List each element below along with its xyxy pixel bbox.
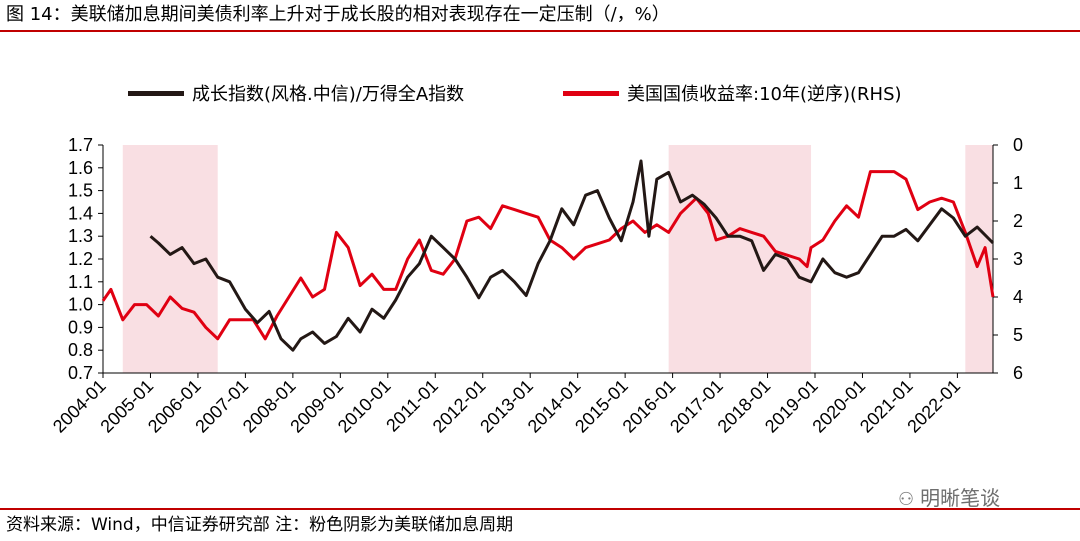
- y-right-tick-label-5: 5: [1013, 325, 1023, 345]
- watermark: ⚇ 明晰笔谈: [898, 482, 1000, 511]
- legend-item-yield: 美国国债收益率:10年(逆序)(RHS): [563, 84, 902, 106]
- source-note: 资料来源：Wind，中信证券研究部 注：粉色阴影为美联储加息周期: [6, 515, 514, 535]
- watermark-text: 明晰笔谈: [920, 486, 1001, 510]
- series-line-growth-ratio: [149, 159, 995, 352]
- y-left-tick-label-10: 0.7: [68, 363, 93, 383]
- y-left-tick-label-2: 1.5: [68, 181, 93, 201]
- y-left-tick-label-7: 1.0: [68, 295, 93, 315]
- y-left-tick-label-6: 1.1: [68, 272, 93, 292]
- y-right-tick-label-4: 4: [1013, 287, 1023, 307]
- y-left-tick-label-8: 0.9: [68, 317, 93, 337]
- y-left-tick-label-4: 1.3: [68, 226, 93, 246]
- header-rule: [0, 30, 1080, 32]
- legend-swatch-yield: [563, 90, 619, 96]
- y-right-tick-label-1: 1: [1013, 173, 1023, 193]
- y-right-tick-label-6: 6: [1013, 363, 1023, 383]
- y-right-tick-label-3: 3: [1013, 249, 1023, 269]
- y-right-tick-label-2: 2: [1013, 211, 1023, 231]
- shaded-period-1: [668, 145, 812, 373]
- y-left-tick-label-0: 1.7: [68, 135, 93, 155]
- y-left-tick-label-1: 1.6: [68, 158, 93, 178]
- legend-label-yield: 美国国债收益率:10年(逆序)(RHS): [627, 84, 902, 105]
- x-tick-label-18: 2022-01: [903, 376, 964, 437]
- footer-rule: [0, 508, 1080, 510]
- y-left-tick-label-5: 1.2: [68, 249, 93, 269]
- y-left-tick-label-9: 0.8: [68, 340, 93, 360]
- y-left-tick-label-3: 1.4: [68, 203, 93, 223]
- y-right-tick-label-0: 0: [1013, 135, 1023, 155]
- series-line-us10y-yield: [101, 170, 995, 341]
- x-tick-label-6: 2010-01: [334, 376, 395, 437]
- legend-label-growth: 成长指数(风格.中信)/万得全A指数: [192, 84, 465, 105]
- figure-header: 图 14：美联储加息期间美债利率上升对于成长股的相对表现存在一定压制（/，%）: [0, 0, 1080, 32]
- wechat-icon: ⚇: [898, 489, 915, 510]
- legend-item-growth: 成长指数(风格.中信)/万得全A指数: [128, 84, 464, 106]
- figure-title: 图 14：美联储加息期间美债利率上升对于成长股的相对表现存在一定压制（/，%）: [6, 4, 670, 25]
- legend-swatch-growth: [128, 90, 184, 96]
